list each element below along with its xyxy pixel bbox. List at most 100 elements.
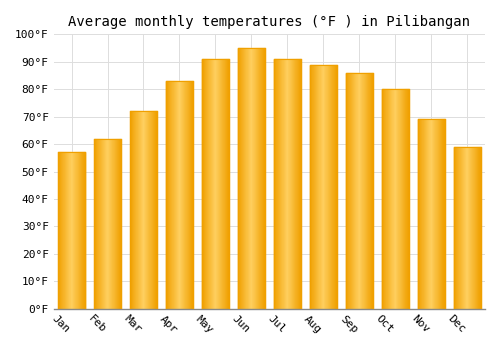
- Bar: [263, 48, 264, 309]
- Bar: [102, 139, 103, 309]
- Bar: [315, 64, 316, 309]
- Bar: [431, 119, 432, 309]
- Bar: [279, 59, 280, 309]
- Bar: [223, 59, 224, 309]
- Bar: [472, 147, 473, 309]
- Bar: [404, 89, 405, 309]
- Bar: [277, 59, 278, 309]
- Bar: [321, 64, 322, 309]
- Bar: [421, 119, 422, 309]
- Bar: [359, 73, 360, 309]
- Bar: [174, 81, 175, 309]
- Bar: [181, 81, 182, 309]
- Bar: [282, 59, 283, 309]
- Bar: [101, 139, 102, 309]
- Bar: [82, 152, 83, 309]
- Bar: [364, 73, 365, 309]
- Bar: [385, 89, 386, 309]
- Bar: [455, 147, 456, 309]
- Bar: [465, 147, 466, 309]
- Bar: [369, 73, 370, 309]
- Bar: [335, 64, 336, 309]
- Bar: [370, 73, 371, 309]
- Bar: [178, 81, 179, 309]
- Bar: [170, 81, 171, 309]
- Bar: [105, 139, 106, 309]
- Bar: [210, 59, 211, 309]
- Bar: [240, 48, 241, 309]
- Bar: [246, 48, 247, 309]
- Bar: [202, 59, 203, 309]
- Bar: [314, 64, 315, 309]
- Bar: [407, 89, 408, 309]
- Bar: [100, 139, 101, 309]
- Bar: [118, 139, 119, 309]
- Bar: [145, 111, 146, 309]
- Bar: [113, 139, 114, 309]
- Bar: [332, 64, 333, 309]
- Bar: [245, 48, 246, 309]
- Bar: [316, 64, 317, 309]
- Bar: [70, 152, 71, 309]
- Bar: [362, 73, 363, 309]
- Bar: [423, 119, 424, 309]
- Bar: [192, 81, 193, 309]
- Bar: [459, 147, 460, 309]
- Bar: [250, 48, 251, 309]
- Bar: [111, 139, 112, 309]
- Bar: [225, 59, 226, 309]
- Bar: [132, 111, 133, 309]
- Bar: [464, 147, 465, 309]
- Bar: [425, 119, 426, 309]
- Bar: [185, 81, 186, 309]
- Bar: [146, 111, 148, 309]
- Bar: [213, 59, 214, 309]
- Bar: [357, 73, 358, 309]
- Bar: [324, 64, 325, 309]
- Bar: [167, 81, 168, 309]
- Bar: [440, 119, 441, 309]
- Bar: [150, 111, 151, 309]
- Title: Average monthly temperatures (°F ) in Pilibangan: Average monthly temperatures (°F ) in Pi…: [68, 15, 470, 29]
- Bar: [254, 48, 255, 309]
- Bar: [454, 147, 455, 309]
- Bar: [72, 152, 73, 309]
- Bar: [133, 111, 134, 309]
- Bar: [77, 152, 78, 309]
- Bar: [278, 59, 279, 309]
- Bar: [418, 119, 419, 309]
- Bar: [183, 81, 184, 309]
- Bar: [205, 59, 206, 309]
- Bar: [432, 119, 433, 309]
- Bar: [467, 147, 468, 309]
- Bar: [68, 152, 69, 309]
- Bar: [470, 147, 471, 309]
- Bar: [333, 64, 334, 309]
- Bar: [108, 139, 109, 309]
- Bar: [212, 59, 213, 309]
- Bar: [218, 59, 219, 309]
- Bar: [112, 139, 113, 309]
- Bar: [134, 111, 135, 309]
- Bar: [244, 48, 245, 309]
- Bar: [261, 48, 262, 309]
- Bar: [206, 59, 207, 309]
- Bar: [78, 152, 79, 309]
- Bar: [99, 139, 100, 309]
- Bar: [262, 48, 263, 309]
- Bar: [173, 81, 174, 309]
- Bar: [289, 59, 290, 309]
- Bar: [318, 64, 319, 309]
- Bar: [395, 89, 396, 309]
- Bar: [401, 89, 402, 309]
- Bar: [351, 73, 352, 309]
- Bar: [69, 152, 70, 309]
- Bar: [276, 59, 277, 309]
- Bar: [443, 119, 444, 309]
- Bar: [355, 73, 356, 309]
- Bar: [406, 89, 407, 309]
- Bar: [114, 139, 115, 309]
- Bar: [442, 119, 443, 309]
- Bar: [191, 81, 192, 309]
- Bar: [116, 139, 117, 309]
